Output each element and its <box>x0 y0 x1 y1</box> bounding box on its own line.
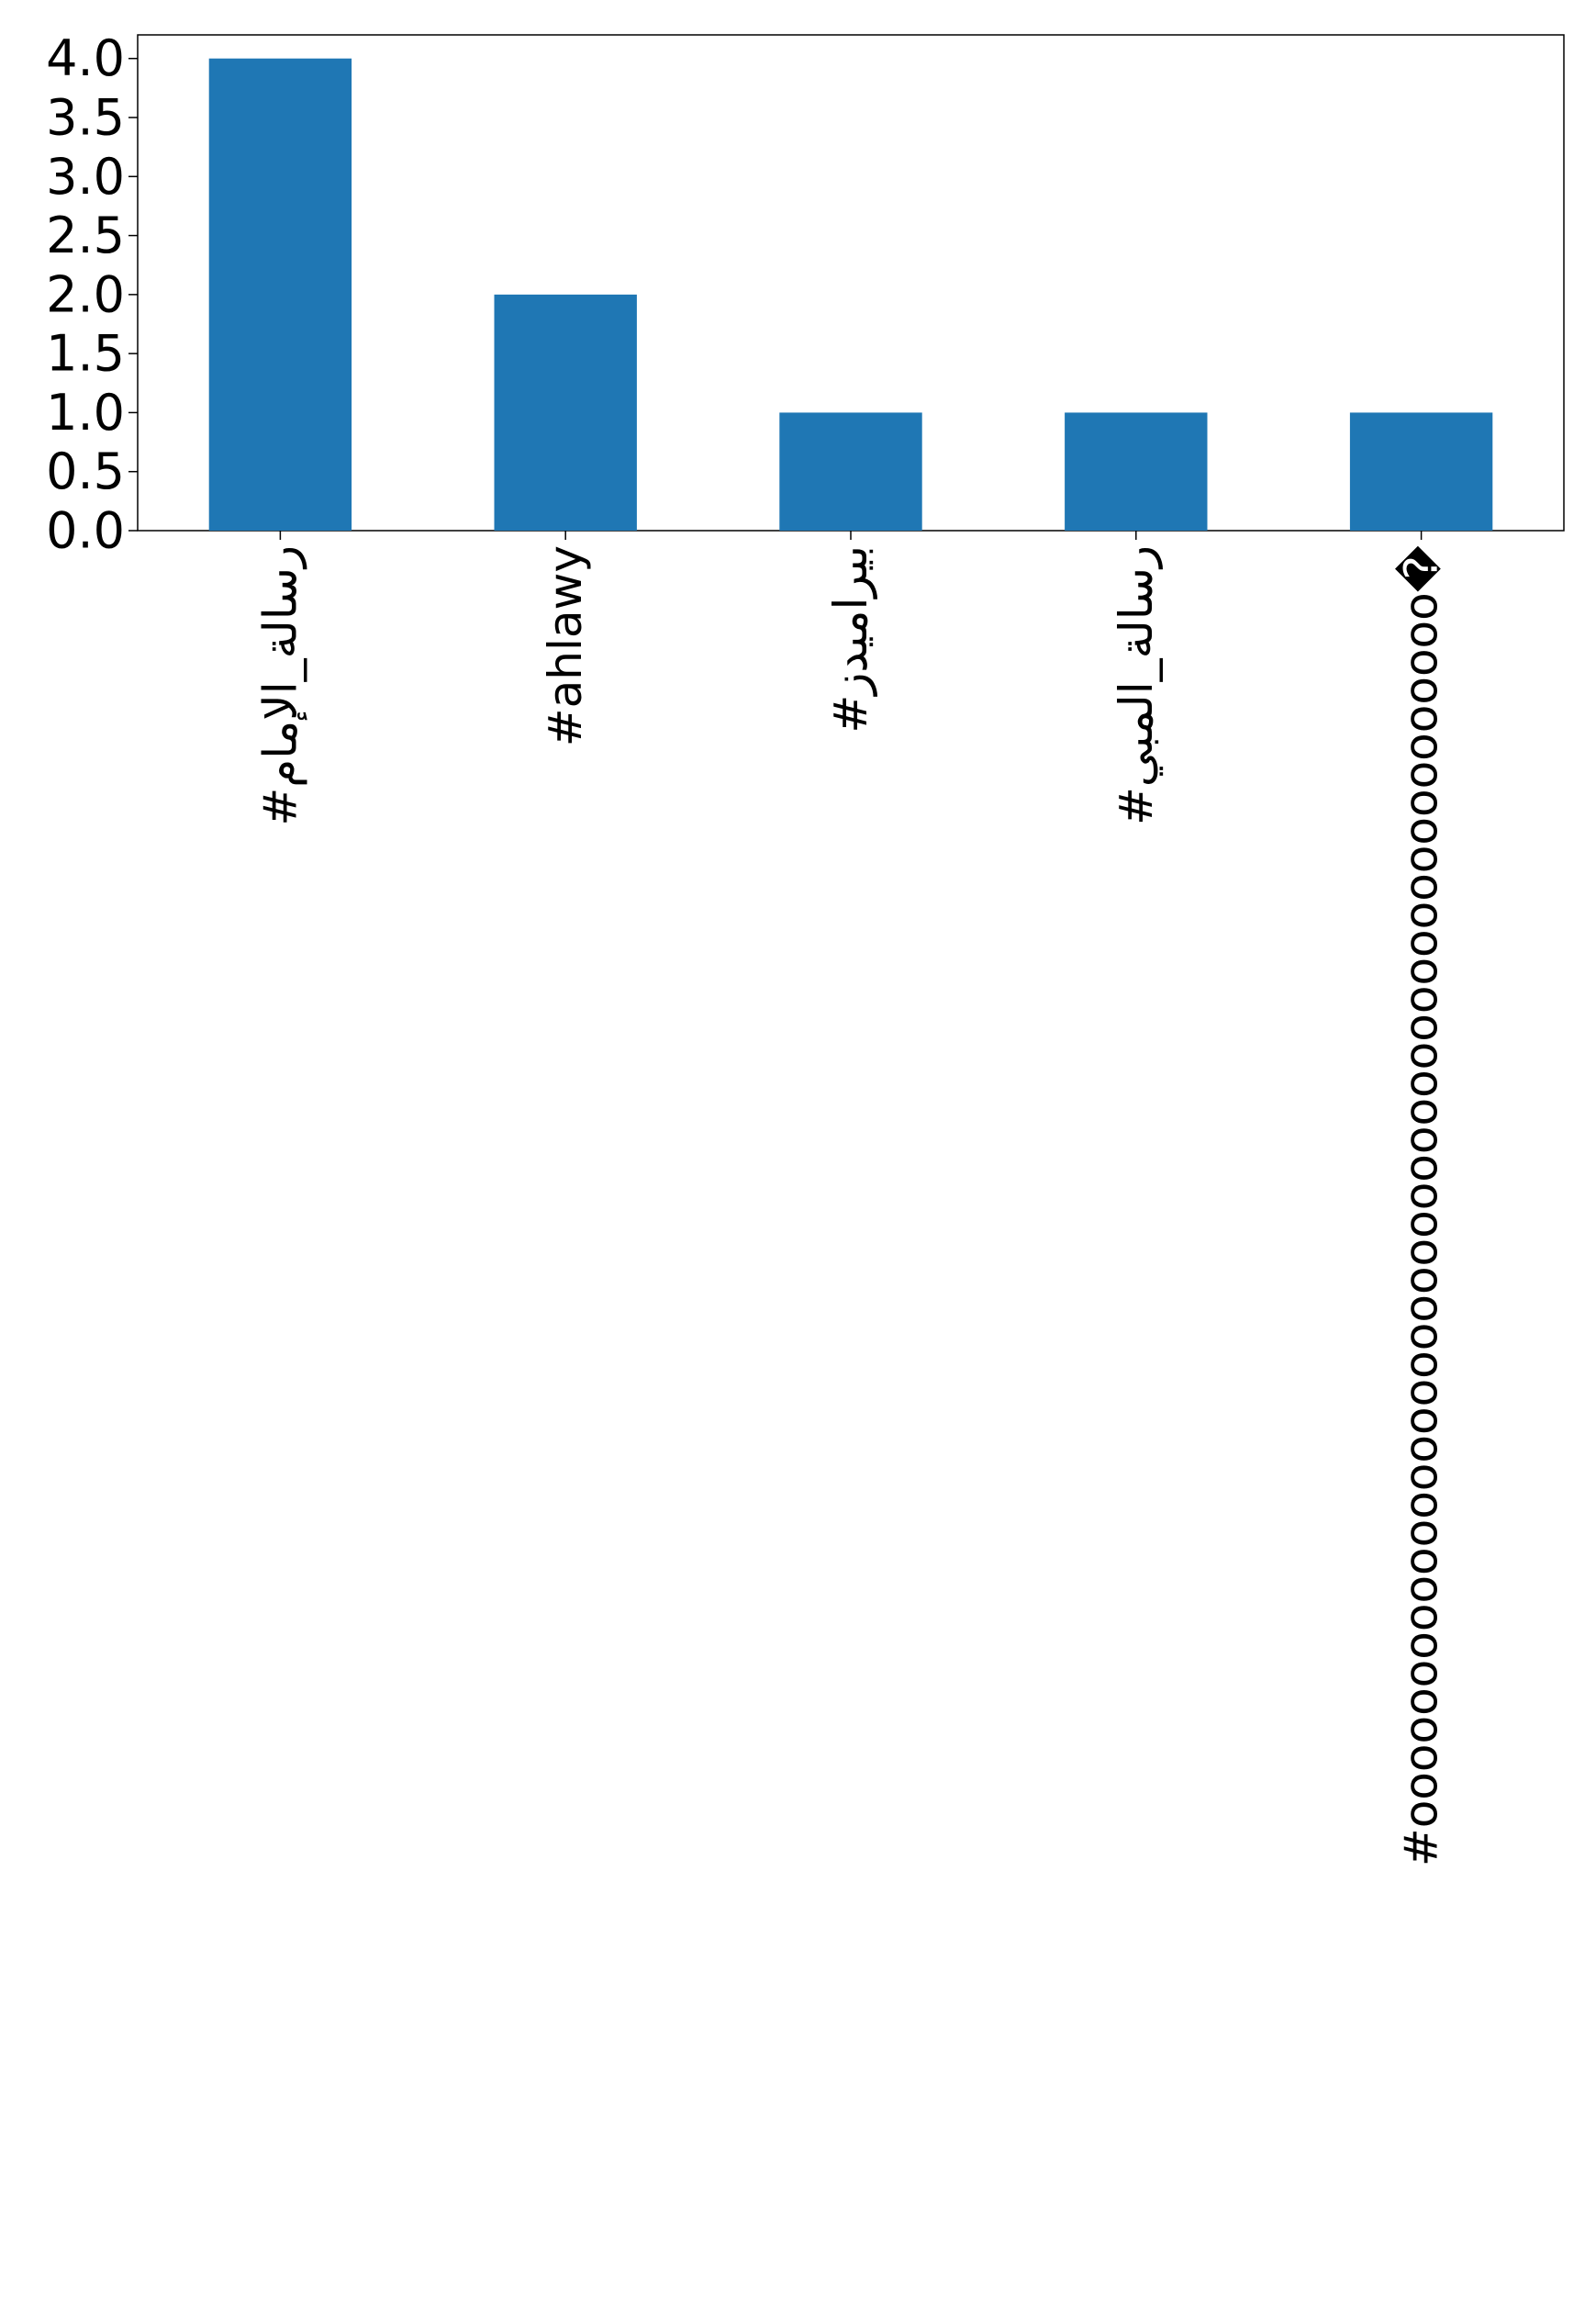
y-tick-label: 2.5 <box>46 207 125 264</box>
x-tick-label: #رسالة_الإمام <box>253 545 307 826</box>
x-tick-label: #بيراميدز <box>824 545 877 734</box>
bar-3 <box>779 412 922 531</box>
x-tick-label: #ahlawy <box>539 545 592 746</box>
y-tick-label: 3.0 <box>46 148 125 206</box>
bar-2 <box>494 294 637 531</box>
y-tick-label: 1.5 <box>46 325 125 383</box>
x-tick-label: #رسالة_المبي <box>1110 545 1163 825</box>
x-tick-label: #ooooooooooooooooooooooooooooooooooooooo… <box>1395 545 1448 1866</box>
y-axis: 0.00.51.01.52.02.53.03.54.0 <box>46 29 138 560</box>
bars-group <box>208 58 1493 531</box>
x-axis: #رسالة_الإمام #ahlawy #بيراميدز #رسالة_المب… <box>253 531 1448 1866</box>
y-tick-label: 0.0 <box>46 502 125 560</box>
y-tick-label: 0.5 <box>46 443 125 500</box>
bar-4 <box>1065 412 1208 531</box>
bar-5 <box>1349 412 1493 531</box>
bar-1 <box>208 58 352 531</box>
y-tick-label: 4.0 <box>46 29 125 87</box>
y-tick-label: 3.5 <box>46 89 125 147</box>
y-tick-label: 2.0 <box>46 265 125 323</box>
y-tick-label: 1.0 <box>46 384 125 442</box>
